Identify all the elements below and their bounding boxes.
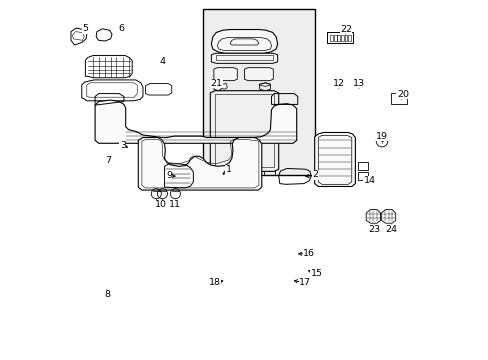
Bar: [333, 35, 336, 41]
Text: 11: 11: [169, 200, 181, 209]
Text: 23: 23: [368, 225, 380, 234]
Text: 4: 4: [159, 57, 165, 66]
Text: 1: 1: [225, 165, 231, 174]
Bar: [203, 9, 314, 175]
Text: 24: 24: [385, 225, 397, 234]
Text: 17: 17: [298, 278, 310, 287]
Text: 12: 12: [332, 79, 344, 88]
Bar: [357, 172, 367, 180]
Text: 21: 21: [210, 79, 222, 88]
Polygon shape: [211, 53, 277, 63]
Bar: [340, 35, 343, 41]
Text: 2: 2: [312, 171, 318, 180]
Text: 22: 22: [339, 25, 351, 34]
Bar: [390, 93, 406, 104]
Polygon shape: [314, 132, 355, 186]
Text: 6: 6: [118, 24, 124, 33]
Text: 14: 14: [363, 176, 375, 185]
Text: 7: 7: [105, 156, 111, 165]
Text: 15: 15: [310, 269, 322, 278]
Polygon shape: [211, 30, 277, 53]
Text: 20: 20: [396, 90, 408, 99]
Bar: [329, 35, 332, 41]
Polygon shape: [210, 91, 278, 171]
Text: 16: 16: [303, 249, 315, 258]
Text: 9: 9: [165, 171, 172, 180]
Text: 5: 5: [82, 24, 88, 33]
Polygon shape: [138, 138, 261, 190]
Text: 10: 10: [155, 200, 166, 209]
Bar: [347, 35, 350, 41]
Bar: [357, 162, 367, 170]
Text: 13: 13: [352, 79, 365, 88]
Text: 19: 19: [375, 132, 387, 140]
Text: 8: 8: [104, 290, 110, 299]
Polygon shape: [244, 68, 273, 81]
Text: 3: 3: [120, 141, 125, 150]
Bar: [337, 35, 340, 41]
Bar: [326, 32, 352, 43]
Text: 18: 18: [208, 278, 221, 287]
Polygon shape: [213, 68, 237, 81]
Bar: [344, 35, 347, 41]
Polygon shape: [95, 100, 296, 143]
